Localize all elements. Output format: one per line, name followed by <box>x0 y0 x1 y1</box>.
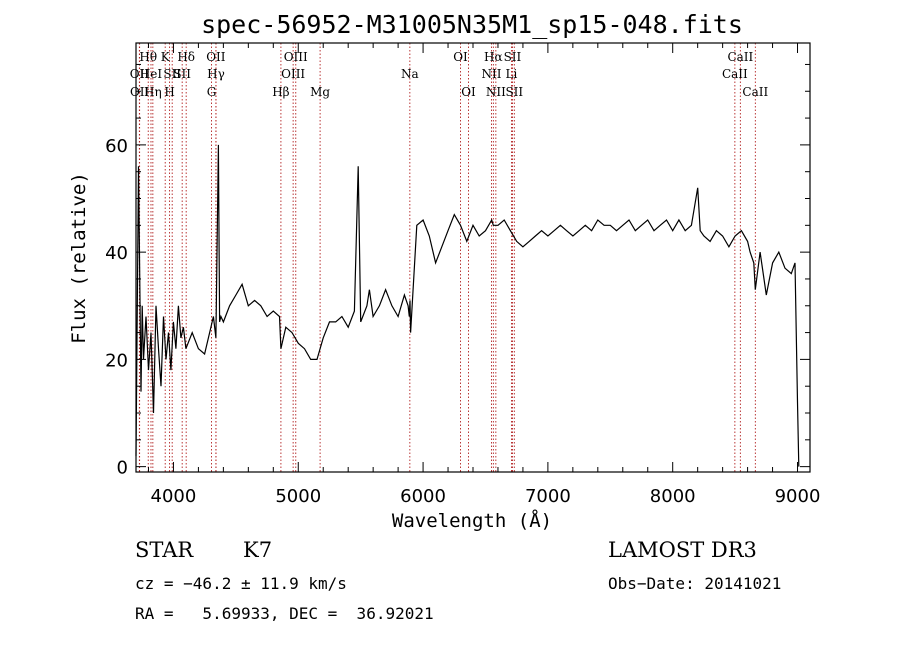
spectral-line-label: OII <box>130 67 150 81</box>
x-axis-label: Wavelength (Å) <box>392 509 552 532</box>
spectral-line-label: SII <box>173 67 191 81</box>
spectral-line-label: H <box>164 85 174 99</box>
spectral-line-label: OIII <box>284 50 308 64</box>
spectral-line-label: CaII <box>742 85 768 99</box>
spectral-line-label: Hγ <box>207 67 225 81</box>
spectral-line-label: Li <box>506 67 518 81</box>
coordinates: RA = 5.69933, DEC = 36.92021 <box>135 604 434 623</box>
observation-date: Obs−Date: 20141021 <box>608 574 782 593</box>
spectral-line-label: Hη <box>144 85 162 99</box>
x-tick-label: 5000 <box>275 486 321 507</box>
y-axis-label: Flux (relative) <box>68 172 90 344</box>
y-tick-label: 0 <box>117 458 128 479</box>
axis-ticks <box>136 43 810 472</box>
spectral-line-label: SII <box>163 67 181 81</box>
object-class: STAR <box>135 538 194 562</box>
spectral-line-label: OIII <box>281 67 305 81</box>
spectral-line-label: Hβ <box>272 85 289 99</box>
spectral-line-label: OI <box>461 85 476 99</box>
plot-frame <box>135 42 811 473</box>
redshift-cz: cz = −46.2 ± 11.9 km/s <box>135 574 347 593</box>
chart-title: spec-56952-M31005N35M1_sp15-048.fits <box>201 10 743 39</box>
spectral-line-label: HeI <box>140 67 163 81</box>
survey-name: LAMOST DR3 <box>608 538 757 562</box>
spectral-line-label: NII <box>481 67 501 81</box>
spectral-line-label: Na <box>401 67 419 81</box>
spectral-line-label: K <box>161 50 171 64</box>
x-tick-label: 9000 <box>775 486 821 507</box>
spectral-line-label: Hδ <box>177 50 195 64</box>
y-tick-label: 40 <box>105 243 128 264</box>
x-tick-label: 8000 <box>650 486 696 507</box>
axis-tick-labels: 4000 5000 6000 7000 8000 9000 0 20 40 60 <box>105 136 820 507</box>
y-tick-label: 60 <box>105 136 128 157</box>
y-tick-label: 20 <box>105 350 128 371</box>
spectral-line-label: Hθ <box>139 50 157 64</box>
flux-series-line <box>135 144 800 467</box>
spectral-line-label: CaII <box>722 67 748 81</box>
spectrum-chart: spec-56952-M31005N35M1_sp15-048.fits OII… <box>68 10 820 532</box>
x-tick-label: 4000 <box>151 486 197 507</box>
spectral-line-label: Hα <box>484 50 503 64</box>
spectral-line-label: NII <box>486 85 506 99</box>
spectral-line-label: CaII <box>727 50 753 64</box>
object-subclass: K7 <box>243 538 273 562</box>
spectral-line-label: OII <box>206 50 226 64</box>
spectral-line-label: G <box>207 85 217 99</box>
spectral-line-label: OI <box>453 50 468 64</box>
spectral-line-markers <box>138 43 756 472</box>
spectral-line-label: SII <box>505 85 523 99</box>
spectral-line-label: Mg <box>310 85 330 99</box>
x-tick-label: 6000 <box>400 486 446 507</box>
spectral-line-label: OII <box>130 85 150 99</box>
spectral-line-label: SII <box>504 50 522 64</box>
x-tick-label: 7000 <box>525 486 571 507</box>
